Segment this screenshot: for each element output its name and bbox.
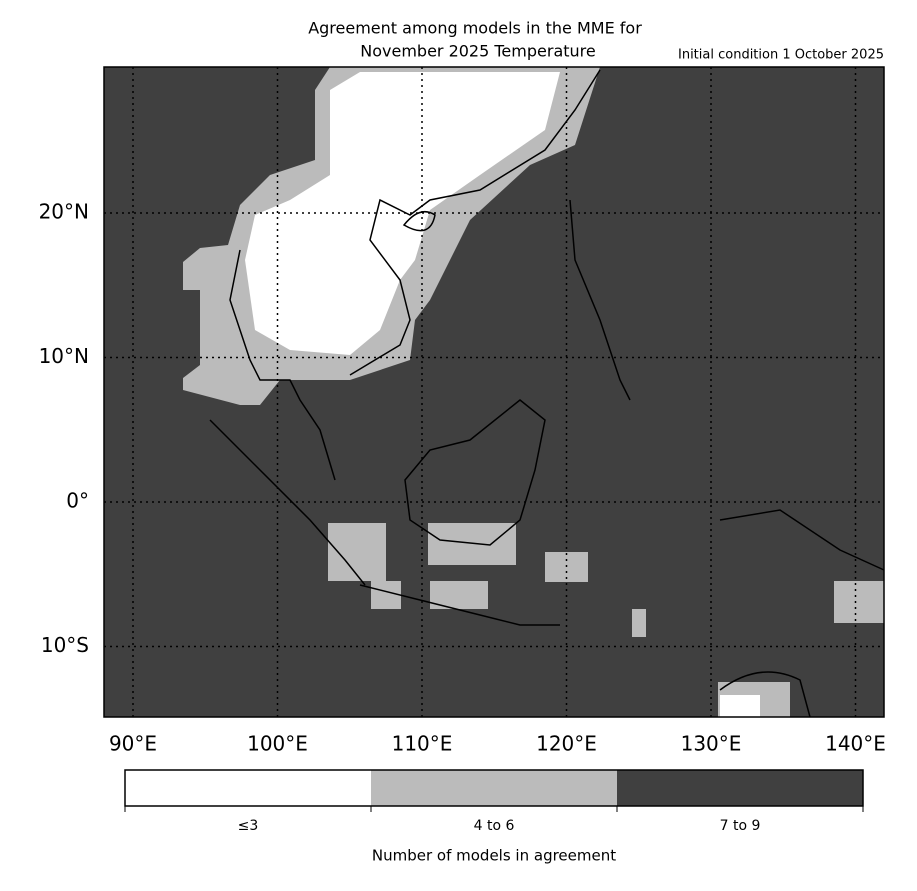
colorbar-item-label: ≤3 bbox=[238, 818, 259, 834]
subtitle: Initial condition 1 October 2025 bbox=[678, 48, 884, 63]
colorbar-item-label: 7 to 9 bbox=[720, 818, 761, 834]
colorbar-segment bbox=[371, 770, 617, 806]
colorbar-frame bbox=[124, 769, 864, 807]
lon-label: 120°E bbox=[536, 732, 597, 756]
lat-label: 0° bbox=[66, 489, 89, 513]
title-line: Agreement among models in the MME for bbox=[308, 19, 642, 38]
colorbar-segment bbox=[125, 770, 371, 806]
lon-label: 140°E bbox=[825, 732, 886, 756]
lon-label: 110°E bbox=[392, 732, 453, 756]
lat-label: 20°N bbox=[39, 200, 89, 224]
lat-label: 10°S bbox=[41, 633, 89, 657]
lon-label: 100°E bbox=[247, 732, 308, 756]
colorbar-label: Number of models in agreement bbox=[372, 847, 616, 865]
region-le-3 bbox=[245, 72, 560, 355]
map-frame bbox=[103, 66, 885, 718]
coastlines bbox=[209, 69, 885, 718]
patch-le-3 bbox=[720, 695, 760, 717]
colorbar-segment bbox=[617, 770, 863, 806]
lon-label: 130°E bbox=[681, 732, 742, 756]
lat-label: 10°N bbox=[39, 344, 89, 368]
map bbox=[104, 67, 885, 718]
colorbar-item-label: 4 to 6 bbox=[474, 818, 515, 834]
title-line: November 2025 Temperature bbox=[360, 42, 595, 61]
colorbar: ≤3 4 to 6 7 to 9 bbox=[124, 769, 864, 834]
lon-label: 90°E bbox=[109, 732, 157, 756]
